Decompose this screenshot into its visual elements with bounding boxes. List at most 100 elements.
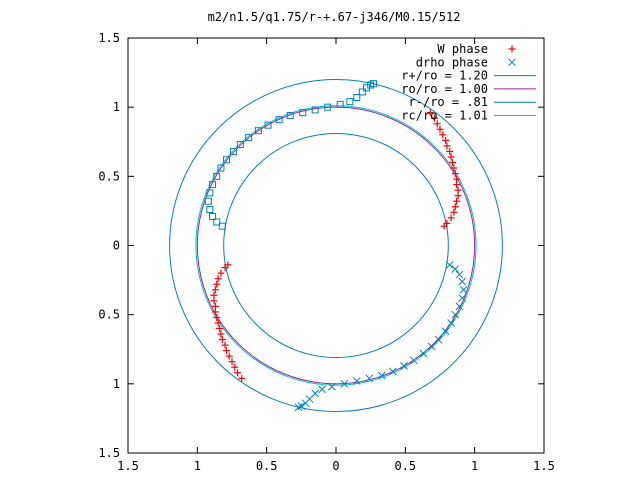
legend-marker (508, 45, 516, 53)
w-phase-point (217, 269, 225, 277)
w-phase-point (447, 214, 455, 222)
y-tick-label: 1 (113, 100, 120, 114)
y-tick-label: 1.5 (98, 31, 120, 45)
drho-phase-point (388, 367, 397, 376)
drho-phase-point (254, 127, 262, 135)
circle-r (169, 79, 503, 412)
drho-phase-point (377, 371, 386, 380)
drho-phase-point (299, 109, 307, 117)
drho-phase-point (275, 116, 283, 124)
x-tick-label: 0.5 (394, 459, 416, 473)
w-phase-point (217, 330, 225, 338)
drho-phase-point (419, 349, 428, 358)
legend-label: r-/ro = .81 (409, 95, 488, 109)
legend-label: r+/ro = 1.20 (401, 69, 488, 83)
legend-label: W phase (437, 42, 488, 56)
drho-phase-point (455, 302, 464, 311)
w-phase-point (436, 125, 444, 133)
circle-rc (195, 105, 477, 386)
drho-phase-point (209, 181, 217, 189)
w-phase-point (446, 147, 454, 155)
w-phase-point (211, 302, 219, 310)
w-phase-point (443, 142, 451, 150)
w-phase-point (211, 286, 219, 294)
drho-phase-point (324, 103, 332, 111)
y-tick-label: 1 (113, 377, 120, 391)
chart-title: m2/n1.5/q1.75/r-+.67-j346/M0.15/512 (208, 10, 461, 24)
drho-phase-point (229, 147, 237, 155)
drho-phase-point (346, 98, 354, 106)
drho-phase-point (352, 377, 361, 385)
reference-circles (169, 79, 503, 412)
w-phase-point (224, 261, 232, 269)
w-phase-point (214, 319, 222, 327)
drho-phase-point (245, 134, 253, 142)
y-tick-label: 0 (113, 239, 120, 253)
circle-r (223, 132, 449, 359)
data-points (204, 80, 468, 412)
w-phase-point (439, 131, 447, 139)
w-phase-point (231, 363, 239, 371)
drho-phase-point (455, 270, 464, 279)
drho-phase-point (236, 141, 244, 149)
drho-phase-point (294, 403, 303, 412)
axes: 1.5 1 0.5 0 0.5 1 1.51.510.500.511.5 (98, 31, 555, 473)
drho-phase-point (204, 197, 212, 205)
drho-phase-point (264, 121, 272, 129)
w-phase-point (214, 275, 222, 283)
w-phase-point (451, 203, 459, 211)
drho-phase-point (297, 402, 306, 410)
drho-phase-point (353, 93, 361, 101)
w-phase-point (430, 114, 438, 122)
x-tick-label: 1.5 (117, 459, 139, 473)
w-phase-point (238, 374, 246, 382)
w-phase-point (216, 325, 224, 332)
w-phase-point (228, 358, 236, 366)
x-tick-label: 0.5 (256, 459, 278, 473)
drho-phase-point (301, 399, 310, 408)
drho-phase-point (217, 164, 225, 172)
drho-phase-point (318, 385, 326, 394)
drho-phase-point (222, 156, 230, 164)
w-phase-point (213, 280, 221, 288)
w-phase-point (440, 222, 448, 230)
legend-label: drho phase (416, 55, 488, 69)
w-phase-point (213, 313, 221, 321)
drho-phase-point (213, 218, 221, 226)
w-phase-point (454, 192, 462, 200)
w-phase-point (225, 352, 233, 360)
w-phase-point (450, 208, 458, 216)
w-phase-point (426, 109, 434, 117)
drho-phase-point (458, 294, 467, 302)
drho-phase-point (447, 319, 455, 327)
w-phase-point (210, 291, 218, 299)
x-tick-label: 1 (471, 459, 478, 473)
w-phase-point (447, 153, 455, 161)
y-tick-label: 0.5 (98, 308, 120, 322)
drho-phase-point (434, 335, 443, 344)
drho-phase-point (286, 111, 294, 119)
w-phase-point (453, 197, 461, 205)
drho-phase-point (336, 100, 344, 108)
drho-phase-point (218, 222, 226, 230)
w-phase-point (451, 170, 459, 178)
drho-phase-point (451, 310, 460, 319)
x-tick-label: 0 (332, 459, 339, 473)
drho-phase-point (409, 356, 418, 365)
drho-phase-point (358, 88, 366, 96)
w-phase-point (218, 336, 226, 344)
drho-phase-point (445, 261, 454, 269)
w-phase-point (453, 181, 461, 189)
x-tick-label: 1 (194, 459, 201, 473)
drho-phase-point (213, 172, 221, 180)
w-phase-point (221, 341, 229, 349)
w-phase-point (442, 136, 450, 144)
drho-phase-point (400, 361, 408, 370)
y-tick-label: 0.5 (98, 169, 120, 183)
drho-phase-point (441, 327, 450, 336)
x-tick-label: 1.5 (533, 459, 555, 473)
w-phase-point (234, 369, 242, 377)
w-phase-point (448, 159, 456, 166)
